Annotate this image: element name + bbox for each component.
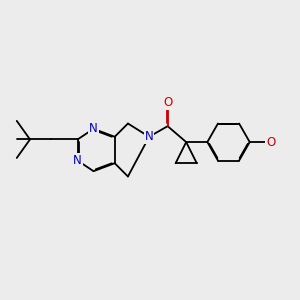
Text: N: N [89, 122, 98, 135]
Text: O: O [266, 136, 275, 148]
Text: N: N [145, 130, 154, 143]
Text: N: N [73, 154, 82, 167]
Text: O: O [163, 96, 172, 109]
